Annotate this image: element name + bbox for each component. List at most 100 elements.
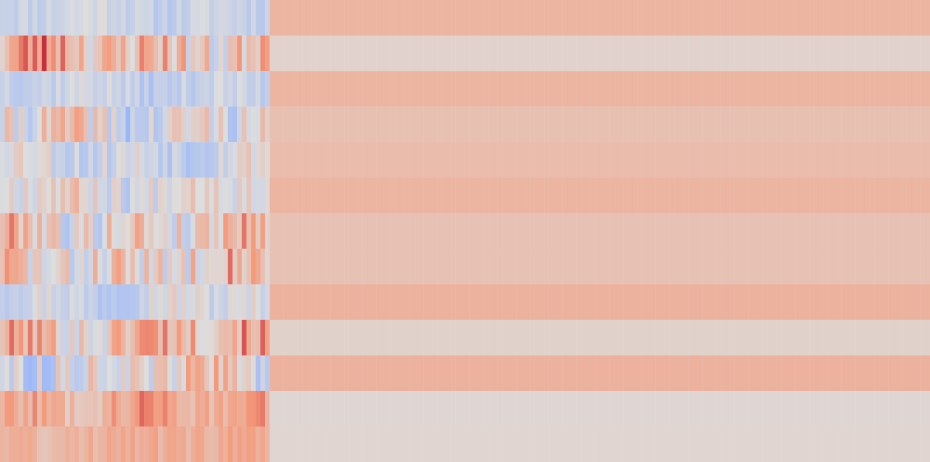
- heatmap-cell: [748, 284, 754, 321]
- heatmap-cell: [883, 106, 889, 143]
- heatmap-cell: [539, 106, 545, 143]
- heatmap-cell: [841, 177, 847, 214]
- heatmap-cell: [599, 71, 605, 107]
- heatmap-cell: [864, 106, 870, 143]
- heatmap-cell: [83, 426, 89, 462]
- heatmap-cell: [883, 0, 889, 36]
- heatmap-cell: [288, 35, 294, 72]
- heatmap-cell: [23, 248, 29, 285]
- heatmap-cell: [209, 106, 215, 143]
- heatmap-cell: [902, 177, 907, 214]
- heatmap-cell: [855, 355, 861, 392]
- heatmap-cell: [409, 319, 415, 356]
- heatmap-cell: [613, 390, 619, 427]
- heatmap-cell: [539, 390, 545, 427]
- heatmap-cell: [609, 106, 614, 143]
- heatmap-cell: [678, 426, 684, 462]
- heatmap-cell: [353, 319, 359, 356]
- heatmap-cell: [4, 355, 10, 392]
- heatmap-cell: [292, 71, 298, 107]
- heatmap-cell: [874, 390, 880, 427]
- heatmap-cell: [120, 213, 126, 249]
- heatmap-cell: [823, 390, 828, 427]
- heatmap-cell: [553, 71, 559, 107]
- heatmap-cell: [227, 35, 233, 72]
- heatmap-cell: [88, 0, 94, 36]
- heatmap-cell: [427, 35, 433, 72]
- heatmap-cell: [697, 390, 703, 427]
- heatmap-cell: [353, 390, 359, 427]
- heatmap-cell: [525, 106, 531, 143]
- heatmap-cell: [846, 355, 852, 392]
- heatmap-cell: [437, 142, 442, 178]
- heatmap-cell: [474, 355, 480, 392]
- heatmap-cell: [18, 177, 24, 214]
- heatmap-cell: [497, 319, 503, 356]
- heatmap-cell: [669, 71, 675, 107]
- heatmap-cell: [906, 177, 912, 214]
- heatmap-cell: [832, 390, 838, 427]
- heatmap-cell: [367, 284, 373, 321]
- heatmap-cell: [553, 284, 559, 321]
- heatmap-cell: [353, 213, 359, 249]
- heatmap-cell: [13, 390, 19, 427]
- heatmap-cell: [144, 142, 149, 178]
- heatmap-cell: [627, 142, 633, 178]
- heatmap-cell: [176, 213, 182, 249]
- heatmap-cell: [111, 319, 117, 356]
- heatmap-cell: [23, 177, 29, 214]
- heatmap-cell: [455, 355, 461, 392]
- heatmap-cell: [488, 355, 494, 392]
- heatmap-cell: [4, 71, 10, 107]
- heatmap-cell: [111, 0, 117, 36]
- heatmap-cell: [79, 142, 84, 178]
- heatmap-cell: [441, 106, 447, 143]
- heatmap-cell: [604, 213, 610, 249]
- heatmap-cell: [730, 355, 735, 392]
- heatmap-cell: [69, 248, 75, 285]
- heatmap-cell: [79, 284, 84, 321]
- heatmap-cell: [860, 284, 866, 321]
- heatmap-cell: [920, 390, 926, 427]
- heatmap-cell: [344, 390, 349, 427]
- heatmap-cell: [539, 177, 545, 214]
- heatmap-cell: [13, 106, 19, 143]
- heatmap-cell: [488, 106, 494, 143]
- heatmap-cell: [534, 319, 540, 356]
- heatmap-cell: [246, 35, 252, 72]
- heatmap-cell: [460, 355, 466, 392]
- heatmap-cell: [27, 248, 33, 285]
- heatmap-cell: [911, 390, 917, 427]
- heatmap-cell: [925, 177, 930, 214]
- heatmap-cell: [279, 177, 284, 214]
- heatmap-cell: [181, 71, 187, 107]
- heatmap-cell: [892, 142, 898, 178]
- heatmap-cell: [809, 106, 814, 143]
- heatmap-cell: [916, 284, 921, 321]
- heatmap-cell: [925, 248, 930, 285]
- heatmap-cell: [32, 390, 38, 427]
- heatmap-cell: [660, 213, 666, 249]
- heatmap-cell: [520, 319, 526, 356]
- heatmap-cell: [846, 177, 852, 214]
- heatmap-cell: [683, 426, 689, 462]
- heatmap-cell: [181, 177, 187, 214]
- heatmap-cell: [599, 142, 605, 178]
- heatmap-cell: [544, 71, 549, 107]
- heatmap-cell: [641, 35, 647, 72]
- heatmap-cell: [553, 142, 559, 178]
- heatmap-cell: [344, 284, 349, 321]
- heatmap-cell: [176, 426, 182, 462]
- heatmap-cell: [632, 0, 638, 36]
- heatmap-cell: [627, 0, 633, 36]
- heatmap-cell: [195, 284, 201, 321]
- heatmap-cell: [809, 284, 814, 321]
- heatmap-cell: [55, 71, 61, 107]
- heatmap-cell: [423, 177, 428, 214]
- heatmap-cell: [785, 355, 791, 392]
- heatmap-cell: [195, 426, 201, 462]
- heatmap-cell: [553, 213, 559, 249]
- heatmap-cell: [465, 248, 470, 285]
- heatmap-cell: [697, 0, 703, 36]
- heatmap-cell: [623, 106, 628, 143]
